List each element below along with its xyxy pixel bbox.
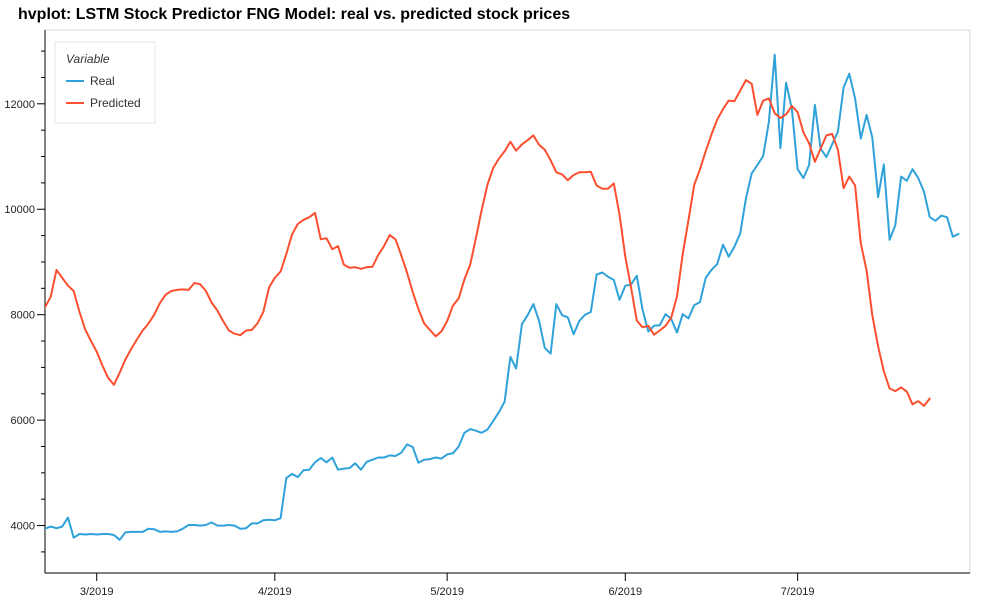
series-line-predicted xyxy=(45,79,931,407)
y-tick-label: 10000 xyxy=(4,204,35,216)
plot-frame xyxy=(44,29,971,574)
x-tick-label: 6/2019 xyxy=(608,586,642,598)
y-tick-label: 12000 xyxy=(4,99,35,111)
y-tick-label: 8000 xyxy=(11,310,35,322)
series-layer xyxy=(45,53,960,541)
series-line-real xyxy=(45,53,960,541)
legend-label: Real xyxy=(90,74,115,88)
x-tick-label: 7/2019 xyxy=(781,586,815,598)
x-tick-label: 5/2019 xyxy=(430,586,464,598)
legend-items: Real Predicted xyxy=(66,74,141,110)
y-tick-label: 4000 xyxy=(11,521,35,533)
y-axis-ticks: 4000 6000 8000 10000 12000 xyxy=(4,50,45,553)
x-tick-label: 3/2019 xyxy=(80,586,114,598)
legend-title: Variable xyxy=(66,52,110,66)
legend-label: Predicted xyxy=(90,96,141,110)
x-tick-label: 4/2019 xyxy=(258,586,292,598)
x-axis-ticks: 3/2019 4/2019 5/2019 6/2019 7/2019 xyxy=(80,573,815,598)
legend-box xyxy=(54,41,156,124)
y-tick-label: 6000 xyxy=(11,415,35,427)
legend: Variable Real Predicted xyxy=(54,41,156,124)
chart-title: hvplot: LSTM Stock Predictor FNG Model: … xyxy=(18,6,571,23)
